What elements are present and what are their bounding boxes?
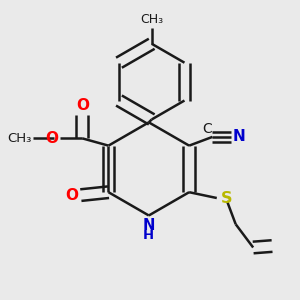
Text: O: O xyxy=(65,188,78,202)
Text: S: S xyxy=(221,190,232,206)
Text: H: H xyxy=(143,229,154,242)
Text: O: O xyxy=(76,98,89,113)
Text: CH₃: CH₃ xyxy=(7,132,32,145)
Text: CH₃: CH₃ xyxy=(140,13,163,26)
Text: N: N xyxy=(232,129,245,144)
Text: O: O xyxy=(45,131,58,146)
Text: C: C xyxy=(202,122,212,136)
Text: N: N xyxy=(142,218,155,233)
